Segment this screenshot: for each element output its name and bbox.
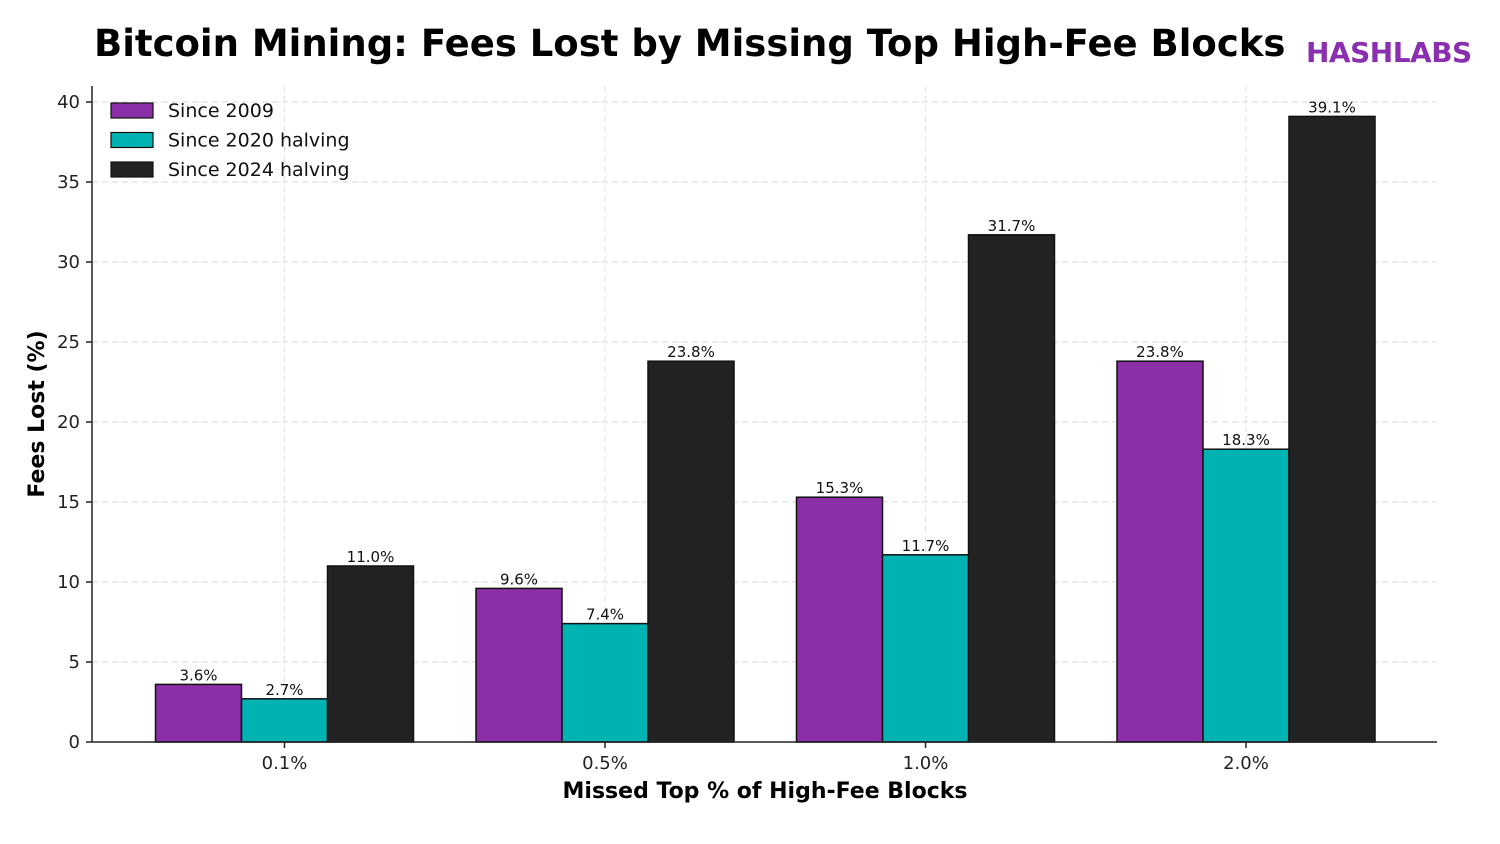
data-label: 18.3% (1222, 431, 1270, 449)
data-label: 31.7% (988, 217, 1036, 235)
data-label: 11.7% (902, 537, 950, 555)
y-tick-label: 40 (57, 92, 80, 113)
chart-title: Bitcoin Mining: Fees Lost by Missing Top… (94, 22, 1286, 65)
y-axis-label: Fees Lost (%) (25, 330, 50, 497)
y-tick-label: 25 (57, 332, 80, 353)
bar (967, 234, 1056, 743)
legend-label: Since 2009 (168, 100, 274, 122)
y-tick-label: 10 (57, 572, 80, 593)
x-tick-label: 1.0% (903, 753, 949, 774)
x-axis-label: Missed Top % of High-Fee Blocks (563, 779, 968, 804)
bar (1202, 448, 1290, 743)
legend-swatch (110, 102, 154, 119)
x-tick-label: 0.5% (582, 753, 628, 774)
bar (881, 554, 970, 743)
bar (1288, 115, 1376, 743)
x-tick-label: 0.1% (262, 753, 308, 774)
bar (326, 565, 415, 743)
bar (795, 496, 884, 743)
bar (154, 683, 243, 743)
data-label: 23.8% (1136, 343, 1184, 361)
data-label: 11.0% (347, 548, 395, 566)
bar (240, 698, 329, 743)
y-tick-label: 5 (69, 652, 80, 673)
legend-label: Since 2024 halving (168, 159, 350, 181)
bar (561, 622, 649, 743)
y-tick-label: 20 (57, 412, 80, 433)
y-tick-label: 35 (57, 172, 80, 193)
data-label: 39.1% (1308, 98, 1356, 116)
data-labels-group: 3.6% 2.7% 11.0% 9.6% 7.4% 23.8% 15.3% 11.7% 31.7… (179, 98, 1355, 698)
x-tick-label: 2.0% (1223, 753, 1269, 774)
data-label: 9.6% (500, 570, 538, 588)
y-tick-label: 30 (57, 252, 80, 273)
legend-swatch (110, 161, 154, 178)
data-label: 7.4% (586, 606, 624, 624)
legend: Since 2009 Since 2020 halving Since 2024 h… (110, 100, 350, 181)
legend-swatch (110, 131, 154, 149)
data-label: 15.3% (816, 479, 864, 497)
y-tick-label: 15 (57, 492, 80, 513)
data-label: 2.7% (265, 681, 303, 699)
bar (647, 360, 735, 743)
axes-group: 0 5 10 15 20 25 30 35 40 0.1% 0.5% 1.0% 2.0% (57, 86, 1437, 774)
legend-label: Since 2020 halving (168, 130, 350, 152)
y-tick-label: 0 (69, 732, 80, 753)
data-label: 3.6% (179, 666, 217, 684)
data-label: 23.8% (667, 343, 715, 361)
bar (1116, 360, 1204, 743)
bars-group (154, 115, 1376, 743)
bar (475, 587, 563, 743)
brand-logo: HASHLABS (1306, 36, 1472, 69)
